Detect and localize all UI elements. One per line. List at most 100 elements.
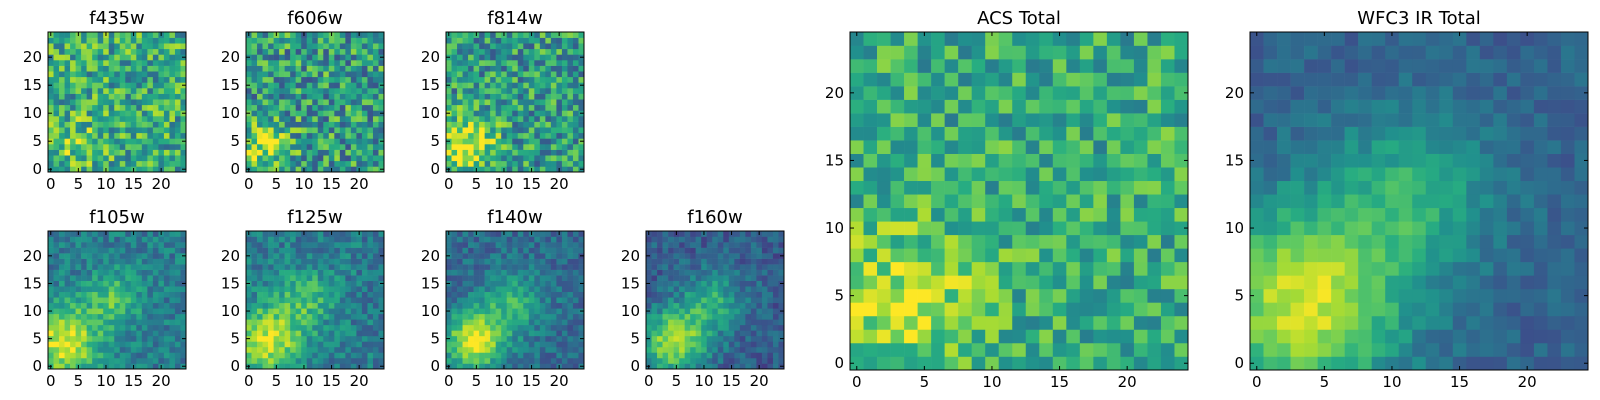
heatmap-cell [701,313,708,320]
heatmap-cell [1025,342,1040,357]
heatmap-cell [523,313,530,320]
heatmap-cell [451,116,458,122]
heatmap-cell [350,54,357,61]
heatmap-cell [268,247,274,254]
heatmap-cell [712,346,719,353]
heatmap-cell [125,335,132,342]
heatmap-cell [339,264,346,270]
heatmap-cell [1012,207,1027,222]
heatmap-cell [904,221,918,236]
heatmap-cell [361,110,368,117]
heatmap-cell [684,236,691,243]
heatmap-cell [306,144,313,150]
heatmap-cell [361,48,368,55]
plot-frame [245,31,385,173]
heatmap-cell [136,341,143,348]
heatmap-cell [890,194,905,209]
heatmap-cell [97,132,104,139]
heatmap-cell [1133,221,1148,236]
heatmap-cell [59,37,65,44]
heatmap-cell [739,269,746,276]
heatmap-cell [561,104,568,111]
heatmap-cell [64,138,71,145]
heatmap-cell [262,231,269,237]
heatmap-cell [323,231,330,237]
heatmap-cell [103,330,110,337]
heatmap-cell [567,166,574,173]
heatmap-cell [64,149,71,156]
heatmap-cell [312,258,319,265]
heatmap-cell [550,110,557,117]
heatmap-cell [257,138,263,145]
heatmap-cell [457,247,463,254]
heatmap-cell [679,242,685,248]
heatmap-cell [290,269,296,276]
heatmap-cell [59,346,65,353]
heatmap-cell [490,60,496,66]
heatmap-cell [328,269,335,276]
heatmap-cell [877,234,891,249]
heatmap-cell [734,330,741,337]
heatmap-cell [877,342,891,357]
heatmap-cell [328,93,335,100]
heatmap-cell [180,76,187,83]
heatmap-cell [750,275,757,281]
heatmap-cell [567,121,574,128]
heatmap-cell [356,308,363,315]
heatmap-cell [651,247,658,254]
heatmap-cell [262,352,269,359]
heatmap-cell [372,280,379,287]
heatmap-cell [550,132,557,139]
heatmap-cell [517,138,524,145]
heatmap-cell [1147,329,1162,344]
heatmap-cell [284,302,291,309]
heatmap-cell [446,341,452,348]
heatmap-cell [361,308,368,315]
heatmap-cell [312,269,319,276]
heatmap-cell [451,236,458,243]
heatmap-cell [745,242,752,248]
heatmap-cell [306,132,313,139]
heatmap-cell [251,132,258,139]
heatmap-cell [268,297,274,304]
heatmap-cell [136,99,143,106]
heatmap-cell [64,160,71,167]
heatmap-cell [539,166,546,173]
heatmap-cell [345,269,352,276]
heatmap-cell [147,166,154,173]
heatmap-cell [92,138,98,145]
heatmap-cell [136,93,143,100]
heatmap-cell [490,138,496,145]
heatmap-cell [119,104,126,111]
y-tick-label: 10 [221,104,240,122]
heatmap-cell [523,160,530,167]
heatmap-cell [690,242,696,248]
heatmap-cell [750,297,757,304]
heatmap-cell [556,104,563,111]
heatmap-cell [356,324,363,331]
heatmap-cell [141,82,148,89]
heatmap-cell [712,231,719,237]
heatmap-cell [64,253,71,259]
heatmap-cell [323,313,330,320]
heatmap-cell [545,236,552,243]
heatmap-cell [59,264,65,270]
heatmap-cell [114,65,121,72]
heatmap-cell [495,280,502,287]
heatmap-cell [528,54,535,61]
heatmap-cell [147,110,154,117]
heatmap-cell [539,363,546,370]
heatmap-cell [646,291,652,298]
heatmap-cell [119,32,126,38]
heatmap-cell [506,110,513,117]
heatmap-cell [484,37,491,44]
heatmap-cell [334,269,341,276]
heatmap-cell [490,155,496,162]
heatmap-cell [356,319,363,326]
heatmap-cell [479,160,485,167]
heatmap-cell [372,352,379,359]
heatmap-cell [163,231,170,237]
heatmap-cell [262,127,269,134]
heatmap-cell [739,264,746,270]
heatmap-cell [295,363,302,370]
